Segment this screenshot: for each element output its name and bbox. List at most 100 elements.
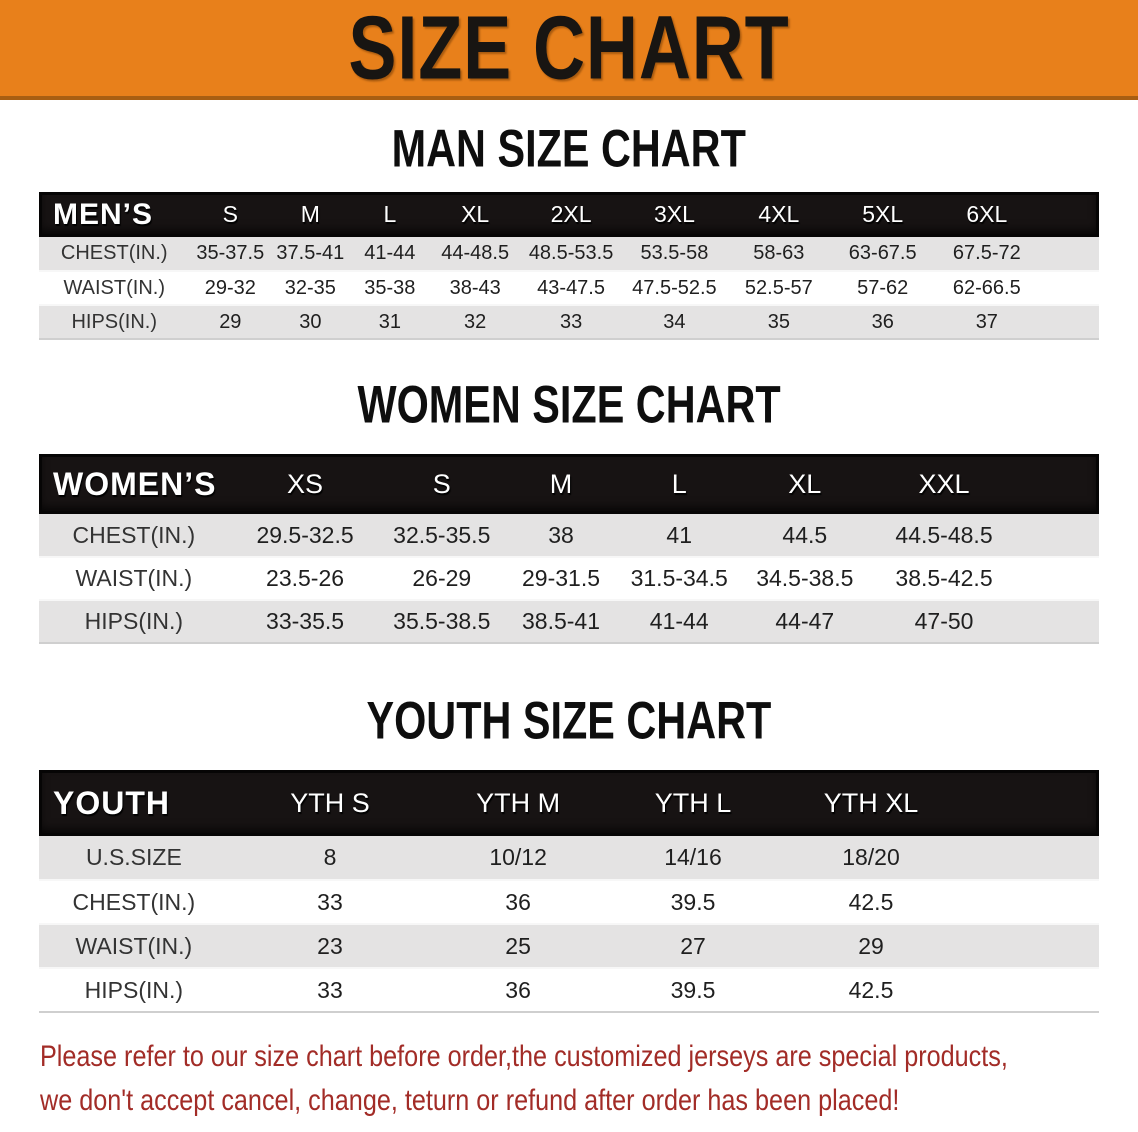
- youth-section-title: YOUTH SIZE CHART: [366, 690, 772, 750]
- table-row-chest: CHEST(IN.) 35-37.5 37.5-41 41-44 44-48.5…: [39, 237, 1099, 271]
- table-row-hips: HIPS(IN.) 29 30 31 32 33 34 35 36 37: [39, 305, 1099, 339]
- cell: 48.5-53.5: [528, 242, 614, 264]
- men-header-row: MEN’S S M L XL 2XL 3XL 4XL 5XL 6XL: [39, 192, 1099, 237]
- column-header: YTH S: [290, 787, 370, 818]
- column-header: S: [222, 201, 238, 227]
- cell: 38.5-42.5: [895, 565, 993, 591]
- row-label: WAIST(IN.): [75, 932, 193, 959]
- cell: 35-37.5: [196, 242, 265, 264]
- cell: 36: [505, 976, 531, 1003]
- column-header: 2XL: [550, 201, 592, 227]
- cell: 42.5: [848, 976, 894, 1003]
- youth-section: YOUTH SIZE CHART YOUTH YTH S YTH M YTH L…: [0, 690, 1138, 1013]
- youth-table-label: YOUTH: [53, 784, 170, 821]
- disclaimer-line-1: Please refer to our size chart before or…: [40, 1040, 1008, 1073]
- cell: 47-50: [914, 608, 974, 634]
- cell: 36: [505, 888, 531, 915]
- women-section-title: WOMEN SIZE CHART: [357, 374, 781, 434]
- cell: 25: [505, 932, 531, 959]
- cell: 52.5-57: [744, 276, 813, 299]
- column-header: 4XL: [758, 201, 800, 227]
- column-header: XL: [788, 468, 822, 499]
- row-label: CHEST(IN.): [72, 521, 196, 548]
- cell: 35: [767, 310, 790, 333]
- cell: 53.5-58: [640, 242, 709, 264]
- banner: SIZE CHART: [0, 0, 1138, 100]
- cell: 44-48.5: [441, 242, 510, 264]
- cell: 44-47: [775, 608, 835, 634]
- cell: 37.5-41: [276, 242, 345, 264]
- cell: 33: [317, 976, 343, 1003]
- men-section-title: MAN SIZE CHART: [391, 118, 747, 178]
- row-label: U.S.SIZE: [85, 844, 182, 870]
- cell: 37: [975, 310, 998, 333]
- cell: 63-67.5: [848, 242, 917, 264]
- cell: 10/12: [489, 844, 547, 870]
- column-header: M: [300, 201, 320, 227]
- column-header: XXL: [918, 468, 970, 499]
- men-table-label: MEN’S: [53, 197, 154, 231]
- cell: 34.5-38.5: [756, 565, 854, 591]
- cell: 14/16: [664, 844, 722, 870]
- youth-size-table: YOUTH YTH S YTH M YTH L YTH XL U.S.SIZE …: [39, 770, 1099, 1013]
- cell: 31.5-34.5: [630, 565, 728, 591]
- cell: 41-44: [364, 242, 416, 264]
- banner-title: SIZE CHART: [348, 0, 790, 98]
- cell: 43-47.5: [537, 276, 605, 299]
- cell: 35-38: [364, 276, 416, 299]
- cell: 44.5-48.5: [895, 521, 993, 548]
- women-size-table: WOMEN’S XS S M L XL XXL CHEST(IN.) 29.5-…: [39, 454, 1099, 644]
- column-header: YTH M: [476, 787, 561, 818]
- cell: 26-29: [412, 565, 472, 591]
- column-header: M: [549, 468, 573, 499]
- cell: 38.5-41: [522, 608, 601, 634]
- cell: 8: [323, 844, 337, 870]
- cell: 30: [299, 310, 322, 333]
- cell: 36: [871, 310, 894, 333]
- disclaimer-line-2: we don't accept cancel, change, teturn o…: [40, 1084, 900, 1117]
- cell: 33: [559, 310, 583, 333]
- cell: 39.5: [670, 976, 716, 1003]
- table-row-chest: CHEST(IN.) 33 36 39.5 42.5: [39, 880, 1099, 924]
- cell: 32-35: [284, 276, 336, 299]
- column-header: 3XL: [653, 201, 695, 227]
- disclaimer: Please refer to our size chart before or…: [40, 1035, 1138, 1123]
- women-section: WOMEN SIZE CHART WOMEN’S XS S M L XL XXL…: [0, 374, 1138, 644]
- cell: 32.5-35.5: [393, 521, 491, 548]
- cell: 42.5: [848, 888, 894, 915]
- cell: 38: [548, 521, 574, 548]
- table-row-waist: WAIST(IN.) 23 25 27 29: [39, 924, 1099, 968]
- cell: 34: [663, 310, 686, 333]
- cell: 27: [680, 932, 706, 959]
- row-label: HIPS(IN.): [84, 976, 184, 1003]
- cell: 38-43: [449, 276, 501, 299]
- table-row-hips: HIPS(IN.) 33 36 39.5 42.5: [39, 968, 1099, 1012]
- column-header: 6XL: [966, 201, 1008, 227]
- column-header: XL: [461, 201, 490, 227]
- row-label: HIPS(IN.): [71, 310, 158, 333]
- table-row-waist: WAIST(IN.) 29-32 32-35 35-38 38-43 43-47…: [39, 271, 1099, 305]
- cell: 29: [858, 932, 884, 959]
- cell: 41-44: [649, 608, 709, 634]
- cell: 33: [317, 888, 343, 915]
- cell: 35.5-38.5: [393, 608, 491, 634]
- column-header: XS: [287, 468, 324, 499]
- cell: 44.5: [782, 521, 828, 548]
- cell: 33-35.5: [266, 608, 345, 634]
- women-header-row: WOMEN’S XS S M L XL XXL: [39, 454, 1099, 514]
- women-table-label: WOMEN’S: [53, 465, 217, 502]
- cell: 62-66.5: [952, 276, 1021, 299]
- column-header: 5XL: [862, 201, 904, 227]
- table-row-hips: HIPS(IN.) 33-35.5 35.5-38.5 38.5-41 41-4…: [39, 600, 1099, 643]
- row-label: CHEST(IN.): [60, 242, 168, 264]
- column-header: S: [432, 468, 451, 499]
- cell: 29: [219, 310, 242, 333]
- row-label: WAIST(IN.): [75, 565, 193, 591]
- youth-header-row: YOUTH YTH S YTH M YTH L YTH XL: [39, 770, 1099, 836]
- men-size-table: MEN’S S M L XL 2XL 3XL 4XL 5XL 6XL CHEST…: [39, 192, 1099, 340]
- cell: 23: [317, 932, 343, 959]
- cell: 32: [464, 310, 487, 333]
- cell: 31: [378, 310, 401, 333]
- row-label: CHEST(IN.): [72, 888, 196, 915]
- cell: 29-31.5: [522, 565, 601, 591]
